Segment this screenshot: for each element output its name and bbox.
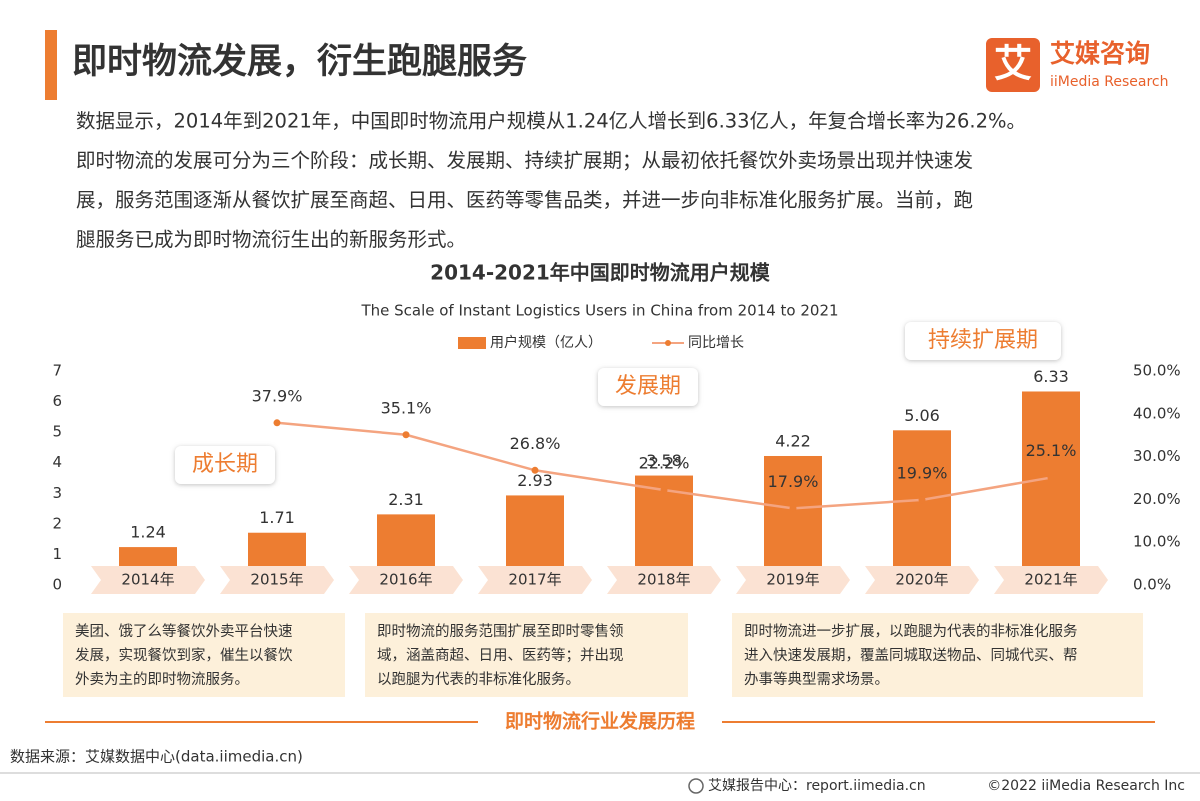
category-ribbon xyxy=(349,566,463,594)
y-tick-label: 0 xyxy=(52,576,62,594)
note-box xyxy=(732,613,1143,697)
line-point xyxy=(789,504,797,512)
line-point xyxy=(918,496,926,504)
bar-value-label: 5.06 xyxy=(904,406,940,425)
timeline-label: 即时物流行业发展历程 xyxy=(505,710,695,733)
note-line: 进入快速发展期，覆盖同城取送物品、同城代买、帮 xyxy=(744,647,1078,664)
x-tick-label: 2020年 xyxy=(895,571,948,589)
line-value-label: 26.8% xyxy=(510,434,561,453)
bar-value-label: 3.58 xyxy=(646,451,682,470)
stage-label: 成长期 xyxy=(192,452,258,477)
bar-value-label: 1.71 xyxy=(259,508,295,527)
bar xyxy=(764,455,822,585)
legend-label: 用户规模（亿人） xyxy=(490,334,602,351)
y-tick-label: 4 xyxy=(52,453,62,471)
stage-label: 发展期 xyxy=(615,374,681,399)
line-value-label: 19.9% xyxy=(897,463,948,482)
source: 数据来源：艾媒数据中心(data.iimedia.cn) xyxy=(10,748,303,766)
bar-value-label: 4.22 xyxy=(775,431,811,450)
line-value-label: 22.2% xyxy=(639,453,690,472)
line-value-label: 17.9% xyxy=(768,472,819,491)
category-ribbon xyxy=(994,566,1108,594)
line-point xyxy=(660,486,668,494)
stage-box xyxy=(175,446,275,484)
y2-tick-label: 20.0% xyxy=(1133,490,1181,508)
logo-sub: iiMedia Research xyxy=(1050,74,1169,90)
x-tick-label: 2019年 xyxy=(766,571,819,589)
y2-tick-label: 40.0% xyxy=(1133,404,1181,422)
y2-tick-label: 0.0% xyxy=(1133,576,1171,594)
bar-value-label: 2.31 xyxy=(388,490,424,509)
line-point xyxy=(402,431,410,439)
logo-mark-bg xyxy=(986,38,1040,92)
chart-title: 2014-2021年中国即时物流用户规模 xyxy=(430,261,771,285)
timeline-label-bg xyxy=(478,708,722,736)
note-line: 办事等典型需求场景。 xyxy=(744,670,889,688)
y-tick-label: 2 xyxy=(52,514,62,532)
bar-value-label: 2.93 xyxy=(517,471,553,490)
line-value-label: 25.1% xyxy=(1026,441,1077,460)
stage-box xyxy=(598,368,698,406)
y2-tick-label: 30.0% xyxy=(1133,447,1181,465)
report-site: 艾媒报告中心：report.iimedia.cn xyxy=(708,778,926,794)
chart-subtitle: The Scale of Instant Logistics Users in … xyxy=(360,302,838,320)
category-ribbon xyxy=(478,566,592,594)
logo-mark: 艾 xyxy=(994,42,1032,86)
stage-label: 持续扩展期 xyxy=(928,328,1038,353)
line-point xyxy=(531,466,539,474)
intro-line: 数据显示，2014年到2021年，中国即时物流用户规模从1.24亿人增长到6.3… xyxy=(76,110,1026,133)
bar xyxy=(893,430,951,585)
category-ribbon xyxy=(220,566,334,594)
x-tick-label: 2018年 xyxy=(637,571,690,589)
note-line: 美团、饿了么等餐饮外卖平台快速 xyxy=(75,622,293,640)
note-line: 发展，实现餐饮到家，催生以餐饮 xyxy=(75,647,293,664)
page-title: 即时物流发展，衍生跑腿服务 xyxy=(72,42,527,82)
x-tick-label: 2014年 xyxy=(121,571,174,589)
x-tick-label: 2016年 xyxy=(379,571,432,589)
category-ribbon xyxy=(865,566,979,594)
line-value-label: 37.9% xyxy=(252,386,303,405)
category-ribbon xyxy=(607,566,721,594)
y-tick-label: 3 xyxy=(52,484,62,502)
stage-box xyxy=(905,322,1061,360)
legend-swatch xyxy=(665,340,671,346)
report-icon xyxy=(688,778,704,794)
y-tick-label: 7 xyxy=(52,362,62,380)
bar-value-label: 6.33 xyxy=(1033,367,1069,386)
note-line: 域，涵盖商超、日用、医药等；并出现 xyxy=(377,646,624,664)
y2-tick-label: 50.0% xyxy=(1133,362,1181,380)
note-line: 即时物流的服务范围扩展至即时零售领 xyxy=(377,623,624,640)
line-value-label: 35.1% xyxy=(381,398,432,417)
x-tick-label: 2017年 xyxy=(508,571,561,589)
logo-name: 艾媒咨询 xyxy=(1050,39,1150,68)
copyright: ©2022 iiMedia Research Inc xyxy=(987,778,1185,794)
note-line: 以跑腿为代表的非标准化服务。 xyxy=(377,671,580,688)
bar xyxy=(1022,391,1080,585)
line-point xyxy=(273,419,281,427)
note-box xyxy=(63,613,345,697)
y-tick-label: 5 xyxy=(52,423,62,441)
note-line: 外卖为主的即时物流服务。 xyxy=(75,671,249,688)
y-tick-label: 6 xyxy=(52,392,62,410)
line-point xyxy=(1047,474,1055,482)
legend-swatch xyxy=(458,337,486,349)
intro-line: 腿服务已成为即时物流衍生出的新服务形式。 xyxy=(76,228,466,251)
title-bar xyxy=(45,30,57,100)
x-tick-label: 2021年 xyxy=(1024,571,1077,589)
category-ribbon xyxy=(736,566,850,594)
note-box xyxy=(365,613,688,697)
bar-value-label: 1.24 xyxy=(130,523,166,542)
intro-line: 展，服务范围逐渐从餐饮扩展至商超、日用、医药等零售品类，并进一步向非标准化服务扩… xyxy=(76,189,973,212)
intro-line: 即时物流的发展可分为三个阶段：成长期、发展期、持续扩展期；从最初依托餐饮外卖场景… xyxy=(76,149,973,172)
category-ribbon xyxy=(91,566,205,594)
x-tick-label: 2015年 xyxy=(250,571,303,589)
note-line: 即时物流进一步扩展，以跑腿为代表的非标准化服务 xyxy=(744,623,1078,640)
y-tick-label: 1 xyxy=(52,545,62,563)
legend-label: 同比增长 xyxy=(688,335,744,351)
y2-tick-label: 10.0% xyxy=(1133,533,1181,551)
